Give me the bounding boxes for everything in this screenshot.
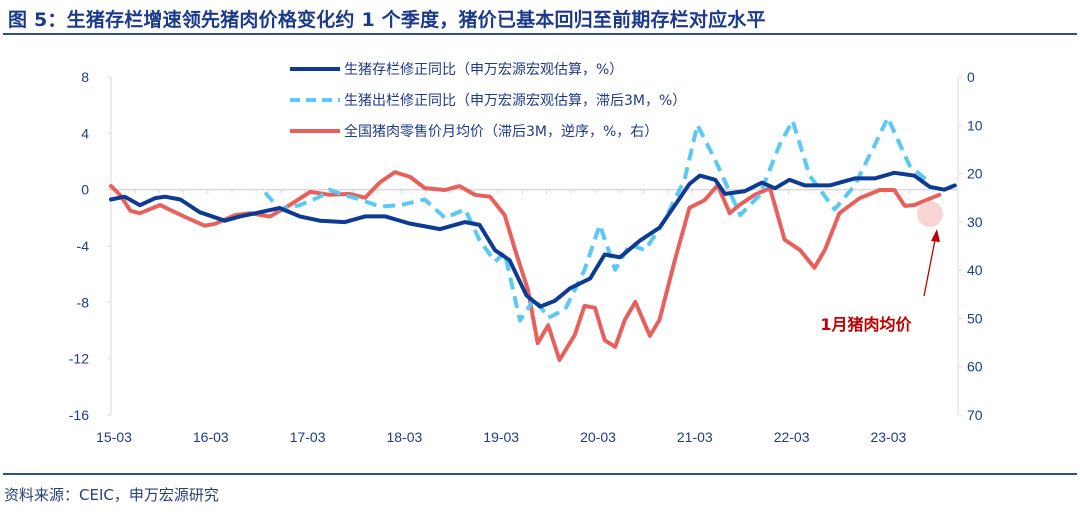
source-note: 资料来源：CEIC，申万宏源研究	[4, 486, 219, 504]
y-left-tick-label: 0	[81, 182, 89, 198]
legend-label-0: 生猪存栏修正同比（申万宏源宏观估算，%）	[344, 62, 623, 78]
y-right-tick-label: 60	[967, 359, 983, 375]
x-tick-label: 18-03	[386, 429, 422, 445]
title-divider	[3, 33, 1077, 35]
y-left-tick-label: 4	[81, 125, 89, 141]
legend: 生猪存栏修正同比（申万宏源宏观估算，%） 生猪出栏修正同比（申万宏源宏观估算，滞后…	[290, 62, 686, 140]
y-right-tick-label: 20	[967, 166, 983, 182]
x-tick-label: 22-03	[774, 429, 810, 445]
x-tick-label: 20-03	[580, 429, 616, 445]
series-line-0	[109, 170, 957, 309]
y-right-tick-label: 30	[967, 214, 983, 230]
legend-label-1: 生猪出栏修正同比（申万宏源宏观估算，滞后3M，%）	[344, 93, 686, 109]
y-right-tick-label: 50	[967, 310, 983, 326]
highlight-circle	[917, 201, 943, 227]
x-tick-label: 15-03	[96, 429, 132, 445]
annotation-arrow-line	[923, 239, 936, 297]
y-right-tick-label: 70	[967, 407, 983, 423]
y-left-tick-label: -16	[69, 407, 89, 423]
legend-label-2: 全国猪肉零售价月均价（滞后3M，逆序，%，右）	[344, 123, 658, 140]
y-left-tick-label: -12	[69, 351, 89, 367]
y-left-tick-label: -4	[77, 238, 90, 254]
y-right-tick-label: 40	[967, 262, 983, 278]
x-tick-label: 23-03	[870, 429, 906, 445]
y-right-tick-label: 0	[967, 69, 975, 85]
footer-divider	[3, 473, 1077, 475]
x-tick-label: 19-03	[483, 429, 519, 445]
x-tick-label: 16-03	[193, 429, 229, 445]
y-left-tick-label: -8	[77, 294, 90, 310]
annotation-arrowhead-icon	[931, 229, 940, 242]
series-line-2	[109, 170, 942, 362]
x-tick-label: 21-03	[677, 429, 713, 445]
y-right-tick-label: 10	[967, 117, 983, 133]
y-left-tick-label: 8	[81, 69, 89, 85]
annotation-label: 1月猪肉均价	[820, 315, 912, 334]
x-tick-label: 17-03	[290, 429, 326, 445]
series-line-1	[263, 115, 932, 323]
annotation: 1月猪肉均价	[820, 201, 943, 334]
figure-title: 图 5：生猪存栏增速领先猪肉价格变化约 1 个季度，猪价已基本回归至前期存栏对应…	[8, 9, 766, 31]
